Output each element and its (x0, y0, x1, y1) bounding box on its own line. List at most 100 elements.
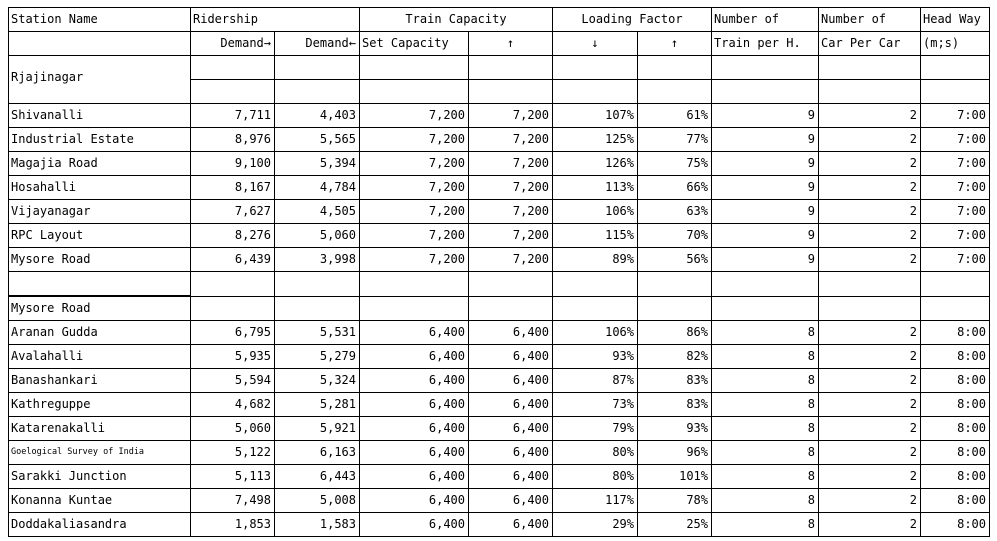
header-ridership[interactable]: Ridership (190, 7, 360, 32)
empty-cell[interactable] (468, 271, 553, 297)
demand-left-cell[interactable]: 5,531 (274, 320, 360, 345)
demand-right-cell[interactable]: 5,060 (190, 416, 275, 441)
empty-cell[interactable] (818, 295, 921, 321)
station-name-cell[interactable]: Magajia Road (8, 151, 191, 176)
capacity-up-cell[interactable]: 6,400 (468, 416, 553, 441)
empty-cell[interactable] (468, 295, 553, 321)
car-per-car-cell[interactable]: 2 (818, 320, 921, 345)
headway-cell[interactable]: 7:00 (920, 247, 990, 272)
car-per-car-cell[interactable]: 2 (818, 175, 921, 200)
empty-cell[interactable] (274, 79, 360, 104)
trains-per-hour-cell[interactable]: 8 (711, 344, 819, 369)
demand-left-cell[interactable]: 5,060 (274, 223, 360, 248)
loading-up-cell[interactable]: 83% (637, 368, 712, 393)
trains-per-hour-cell[interactable]: 9 (711, 103, 819, 128)
empty-cell[interactable] (818, 271, 921, 297)
capacity-up-cell[interactable]: 7,200 (468, 247, 553, 272)
empty-cell[interactable] (920, 79, 990, 104)
header-train-capacity[interactable]: Train Capacity (359, 7, 553, 32)
set-capacity-cell[interactable]: 7,200 (359, 175, 469, 200)
loading-up-cell[interactable]: 86% (637, 320, 712, 345)
demand-right-cell[interactable]: 6,795 (190, 320, 275, 345)
capacity-up-cell[interactable]: 7,200 (468, 175, 553, 200)
loading-up-cell[interactable]: 75% (637, 151, 712, 176)
capacity-up-cell[interactable]: 6,400 (468, 512, 553, 537)
trains-per-hour-cell[interactable]: 9 (711, 223, 819, 248)
demand-left-cell[interactable]: 4,784 (274, 175, 360, 200)
loading-up-cell[interactable]: 96% (637, 440, 712, 465)
loading-down-cell[interactable]: 80% (552, 464, 638, 489)
demand-left-cell[interactable]: 5,565 (274, 127, 360, 152)
header-capacity-up-arrow[interactable]: ↑ (468, 31, 553, 56)
loading-down-cell[interactable]: 29% (552, 512, 638, 537)
trains-per-hour-cell[interactable]: 9 (711, 175, 819, 200)
header-set-capacity[interactable]: Set Capacity (359, 31, 469, 56)
set-capacity-cell[interactable]: 7,200 (359, 223, 469, 248)
headway-cell[interactable]: 7:00 (920, 127, 990, 152)
capacity-up-cell[interactable]: 6,400 (468, 488, 553, 513)
demand-left-cell[interactable]: 5,394 (274, 151, 360, 176)
loading-up-cell[interactable]: 66% (637, 175, 712, 200)
demand-right-cell[interactable]: 9,100 (190, 151, 275, 176)
car-per-car-cell[interactable]: 2 (818, 151, 921, 176)
car-per-car-cell[interactable]: 2 (818, 223, 921, 248)
loading-down-cell[interactable]: 113% (552, 175, 638, 200)
station-name-cell[interactable]: Katarenakalli (8, 416, 191, 441)
empty-cell[interactable] (920, 271, 990, 297)
capacity-up-cell[interactable]: 6,400 (468, 320, 553, 345)
demand-right-cell[interactable]: 6,439 (190, 247, 275, 272)
empty-cell[interactable] (920, 55, 990, 80)
station-name-cell[interactable]: Hosahalli (8, 175, 191, 200)
loading-up-cell[interactable]: 70% (637, 223, 712, 248)
loading-down-cell[interactable]: 126% (552, 151, 638, 176)
loading-down-cell[interactable]: 93% (552, 344, 638, 369)
empty-cell[interactable] (274, 271, 360, 297)
empty-cell[interactable] (8, 271, 191, 297)
empty-cell[interactable] (637, 55, 712, 80)
header-station-name[interactable]: Station Name (8, 7, 191, 32)
empty-cell[interactable] (274, 295, 360, 321)
trains-per-hour-cell[interactable]: 8 (711, 320, 819, 345)
empty-cell[interactable] (711, 55, 819, 80)
loading-down-cell[interactable]: 80% (552, 440, 638, 465)
demand-right-cell[interactable]: 5,122 (190, 440, 275, 465)
loading-up-cell[interactable]: 83% (637, 392, 712, 417)
headway-cell[interactable]: 8:00 (920, 488, 990, 513)
trains-per-hour-cell[interactable]: 8 (711, 440, 819, 465)
demand-left-cell[interactable]: 5,008 (274, 488, 360, 513)
empty-cell[interactable] (711, 271, 819, 297)
car-per-car-cell[interactable]: 2 (818, 199, 921, 224)
car-per-car-cell[interactable]: 2 (818, 127, 921, 152)
loading-up-cell[interactable]: 61% (637, 103, 712, 128)
loading-down-cell[interactable]: 73% (552, 392, 638, 417)
header-car-per-car[interactable]: Car Per Car (818, 31, 921, 56)
demand-left-cell[interactable]: 4,403 (274, 103, 360, 128)
loading-down-cell[interactable]: 117% (552, 488, 638, 513)
header-number-of-trains[interactable]: Number of (711, 7, 819, 32)
demand-right-cell[interactable]: 7,498 (190, 488, 275, 513)
headway-cell[interactable]: 8:00 (920, 368, 990, 393)
empty-cell[interactable] (637, 295, 712, 321)
station-name-cell[interactable]: Mysore Road (8, 247, 191, 272)
capacity-up-cell[interactable]: 6,400 (468, 392, 553, 417)
headway-cell[interactable]: 7:00 (920, 103, 990, 128)
trains-per-hour-cell[interactable]: 8 (711, 368, 819, 393)
capacity-up-cell[interactable]: 7,200 (468, 223, 553, 248)
car-per-car-cell[interactable]: 2 (818, 392, 921, 417)
set-capacity-cell[interactable]: 7,200 (359, 199, 469, 224)
demand-right-cell[interactable]: 5,113 (190, 464, 275, 489)
demand-right-cell[interactable]: 8,167 (190, 175, 275, 200)
capacity-up-cell[interactable]: 7,200 (468, 103, 553, 128)
set-capacity-cell[interactable]: 7,200 (359, 247, 469, 272)
trains-per-hour-cell[interactable]: 8 (711, 464, 819, 489)
demand-right-cell[interactable]: 5,935 (190, 344, 275, 369)
trains-per-hour-cell[interactable]: 8 (711, 416, 819, 441)
set-capacity-cell[interactable]: 6,400 (359, 464, 469, 489)
capacity-up-cell[interactable]: 6,400 (468, 464, 553, 489)
station-name-cell[interactable]: Avalahalli (8, 344, 191, 369)
headway-cell[interactable]: 7:00 (920, 199, 990, 224)
empty-cell[interactable] (920, 295, 990, 321)
demand-right-cell[interactable]: 7,711 (190, 103, 275, 128)
loading-down-cell[interactable]: 125% (552, 127, 638, 152)
set-capacity-cell[interactable]: 6,400 (359, 416, 469, 441)
